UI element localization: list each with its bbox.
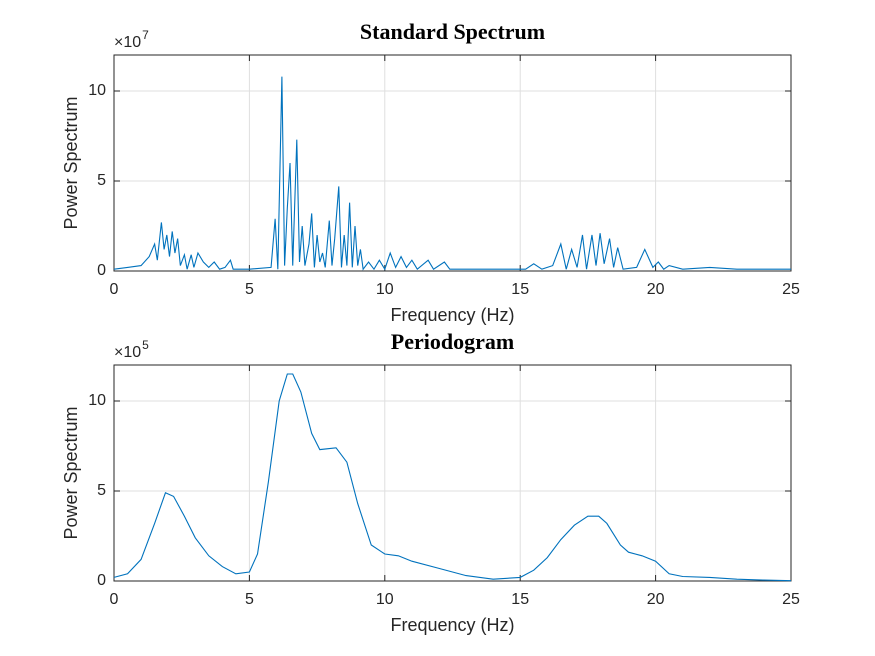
x-tick-label: 25 [782, 591, 800, 608]
y-tick-label: 10 [88, 392, 106, 409]
axes-box [113, 54, 792, 272]
x-tick-label: 20 [647, 281, 665, 298]
plot-area [114, 55, 791, 271]
x-tick-label: 0 [110, 281, 119, 298]
x-tick-label: 15 [511, 591, 529, 608]
data-line [113, 76, 791, 271]
x-axis-label: Frequency (Hz) [390, 305, 514, 325]
plot-area [114, 365, 791, 581]
y-tick-label: 0 [97, 262, 106, 279]
x-tick-label: 10 [376, 281, 394, 298]
x-tick-label: 10 [376, 591, 394, 608]
exponent-power: 5 [142, 338, 149, 352]
x-tick-label: 5 [245, 591, 254, 608]
exponent-base: ×10 [114, 344, 141, 361]
chart-title: Periodogram [391, 329, 514, 354]
y-tick-label: 5 [97, 482, 106, 499]
x-tick-label: 20 [647, 591, 665, 608]
x-tick-label: 0 [110, 591, 119, 608]
exponent-power: 7 [142, 28, 149, 42]
y-axis-label: Power Spectrum [61, 96, 81, 229]
x-tick-label: 25 [782, 281, 800, 298]
y-tick-label: 10 [88, 82, 106, 99]
axes-box [113, 364, 792, 582]
chart-title: Standard Spectrum [360, 19, 545, 44]
y-tick-label: 0 [97, 572, 106, 589]
y-axis-label: Power Spectrum [61, 406, 81, 539]
x-axis-label: Frequency (Hz) [390, 615, 514, 635]
x-tick-label: 5 [245, 281, 254, 298]
data-line [113, 373, 792, 582]
y-tick-label: 5 [97, 172, 106, 189]
exponent-base: ×10 [114, 34, 141, 51]
x-tick-label: 15 [511, 281, 529, 298]
